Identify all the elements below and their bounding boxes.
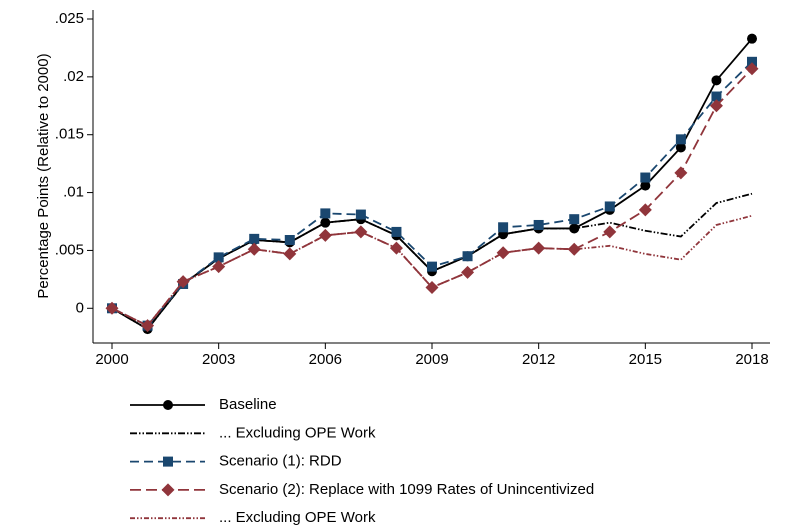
marker <box>212 260 226 274</box>
marker <box>247 242 261 256</box>
marker <box>213 252 224 263</box>
marker <box>496 246 510 260</box>
marker <box>163 456 173 467</box>
marker <box>675 142 686 153</box>
marker <box>161 483 175 497</box>
marker <box>318 228 332 242</box>
legend-label: Baseline <box>219 396 277 413</box>
marker <box>674 166 688 180</box>
marker <box>391 226 402 237</box>
marker <box>745 62 759 76</box>
x-tick-label: 2015 <box>629 351 662 368</box>
marker <box>711 91 722 102</box>
marker <box>163 400 173 410</box>
y-tick-label: .015 <box>55 126 84 143</box>
marker <box>354 225 368 239</box>
marker <box>604 201 615 212</box>
x-tick-label: 2012 <box>522 351 555 368</box>
y-axis-label: Percentage Points (Relative to 2000) <box>35 53 52 298</box>
y-tick-label: .02 <box>63 68 84 85</box>
marker <box>533 219 544 230</box>
marker <box>320 208 331 219</box>
x-tick-label: 2000 <box>95 351 128 368</box>
y-tick-label: .01 <box>63 184 84 201</box>
marker <box>747 56 757 67</box>
marker <box>498 222 509 233</box>
marker <box>640 180 651 191</box>
series-line <box>111 214 753 327</box>
legend-label: ... Excluding OPE Work <box>219 424 376 441</box>
x-tick-label: 2003 <box>202 351 235 368</box>
y-tick-label: .005 <box>55 241 84 258</box>
marker <box>284 235 295 246</box>
marker <box>709 99 723 113</box>
marker <box>569 223 580 234</box>
marker <box>462 251 473 262</box>
legend-label: Scenario (1): RDD <box>219 453 342 470</box>
x-tick-label: 2009 <box>415 351 448 368</box>
series-line <box>111 192 753 331</box>
y-tick-label: 0 <box>76 299 84 316</box>
x-tick-label: 2006 <box>309 351 342 368</box>
marker <box>249 233 260 244</box>
marker <box>747 33 757 44</box>
marker <box>640 172 651 183</box>
marker <box>675 134 686 145</box>
marker <box>638 203 652 217</box>
marker <box>355 209 366 220</box>
x-tick-label: 2018 <box>735 351 768 368</box>
marker <box>711 75 722 86</box>
marker <box>427 261 437 272</box>
marker <box>603 225 617 239</box>
y-tick-label: .025 <box>55 10 84 27</box>
legend-label: Scenario (2): Replace with 1099 Rates of… <box>219 481 594 498</box>
legend-label: ... Excluding OPE Work <box>219 509 376 526</box>
marker <box>569 214 580 225</box>
